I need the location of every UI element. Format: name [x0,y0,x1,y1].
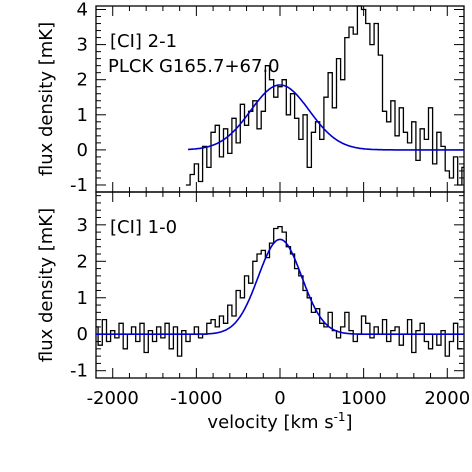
bot-y-tick-label: 3 [77,215,88,236]
top-y-tick-label: 4 [77,0,88,21]
x-axis-title-tail: ] [346,412,353,433]
bot-x-tick-label: -2000 [87,388,139,409]
bot-x-tick-label: 0 [274,388,285,409]
top-y-tick-label: 3 [77,35,88,56]
x-axis-title-superscript: -1 [334,410,346,424]
bot-y-tick-label: 1 [77,288,88,309]
top-ticks [95,6,465,193]
top-y-tick-labels: -1 0 1 2 3 4 [70,0,88,196]
bottom-plot-area [96,225,464,357]
top-plot-area [185,5,464,186]
top-gaussian-fit-line [188,84,464,151]
top-line-annotation: [CI] 2-1 [110,31,177,52]
bottom-line-annotation: [CI] 1-0 [110,217,177,238]
bot-y-tick-label: 0 [77,324,88,345]
bot-x-tick-label: 2000 [424,388,470,409]
x-axis-title: velocity [km s-1] [207,410,352,433]
bot-x-tick-label: 1000 [341,388,387,409]
top-observed-spectrum-line [185,5,464,186]
bot-x-tick-label: -1000 [170,388,222,409]
bot-y-tick-label: 2 [77,251,88,272]
bottom-x-tick-labels: -2000 -1000 0 1000 2000 [87,388,471,409]
top-y-axis-title: flux density [mK] [36,22,57,176]
top-panel: -1 0 1 2 3 4 [CI] 2-1 PLCK G165.7+67.0 flux d… [36,0,465,196]
bottom-panel: -1 0 1 2 3 -2000 -1000 0 1000 2000 [CI] 1-0 flux… [36,191,471,433]
bottom-gaussian-fit-line [96,238,464,335]
bottom-ticks [95,192,465,379]
top-y-tick-label: -1 [70,175,88,196]
x-axis-title-main: velocity [km s [207,412,333,433]
bottom-observed-spectrum-line [96,225,462,357]
bottom-y-tick-labels: -1 0 1 2 3 [70,215,88,382]
top-y-tick-label: 1 [77,105,88,126]
top-y-tick-label: 2 [77,70,88,91]
bottom-y-axis-title: flux density [mK] [36,208,57,362]
bot-y-tick-label: -1 [70,361,88,382]
top-y-tick-label: 0 [77,140,88,161]
top-source-annotation: PLCK G165.7+67.0 [108,56,280,77]
